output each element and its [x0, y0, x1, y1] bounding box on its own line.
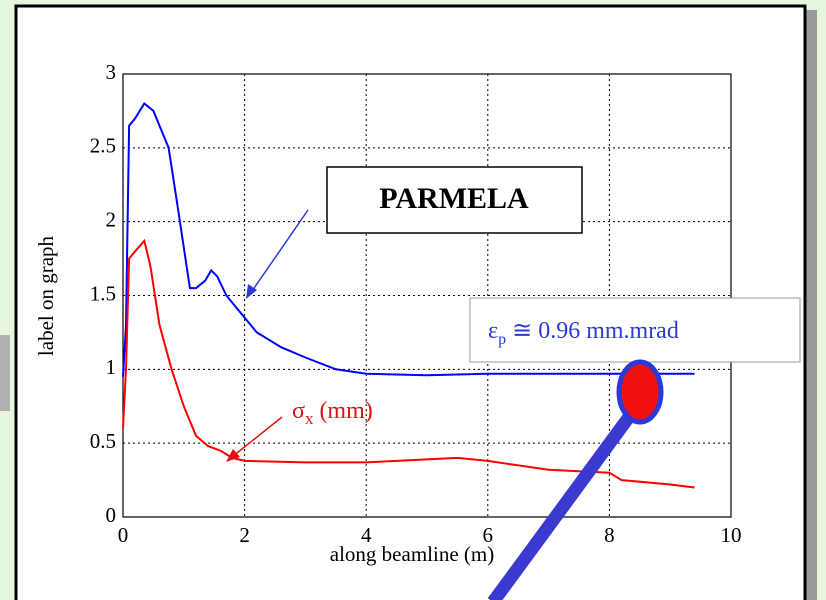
subscript: p	[498, 331, 506, 348]
callout-box	[326, 166, 583, 234]
x-tick-label: 8	[604, 523, 615, 547]
x-axis-label: along beamline (m)	[330, 542, 494, 566]
y-tick-label: 0	[106, 503, 117, 527]
arrow	[249, 209, 309, 295]
arrow-head	[226, 449, 240, 462]
pointer	[487, 398, 646, 600]
x-tick-label: 2	[239, 523, 250, 547]
y-tick-label: 2	[106, 207, 117, 231]
series-line	[122, 102, 695, 377]
y-axis-label: label on graph	[34, 235, 58, 356]
callout-label: PARMELA	[379, 182, 529, 215]
arrow-head	[246, 284, 257, 299]
side-tab	[0, 335, 10, 411]
x-tick-label: 6	[483, 523, 494, 547]
symbol: σ	[292, 398, 305, 424]
label-text: ≅ 0.96 mm.mrad	[512, 318, 679, 344]
x-tick-label: 4	[361, 523, 372, 547]
plot-frame	[122, 73, 732, 518]
y-tick-label: 1	[106, 355, 117, 379]
y-tick-label: 0.5	[90, 429, 116, 453]
x-tick-label: 0	[118, 523, 129, 547]
subscript: x	[305, 409, 314, 428]
y-tick-label: 1.5	[90, 281, 116, 305]
y-tick-label: 2.5	[90, 134, 116, 158]
sigma-label: σx (mm)	[292, 398, 373, 428]
highlight	[616, 359, 664, 425]
symbol: ε	[488, 318, 498, 344]
series-line	[122, 238, 695, 489]
emittance-label: εp ≅ 0.96 mm.mrad	[488, 318, 679, 348]
emittance-box	[469, 297, 801, 363]
label-text: (mm)	[319, 398, 372, 424]
y-tick-label: 3	[106, 60, 117, 84]
x-tick-label: 10	[721, 523, 742, 547]
arrow	[231, 416, 283, 458]
